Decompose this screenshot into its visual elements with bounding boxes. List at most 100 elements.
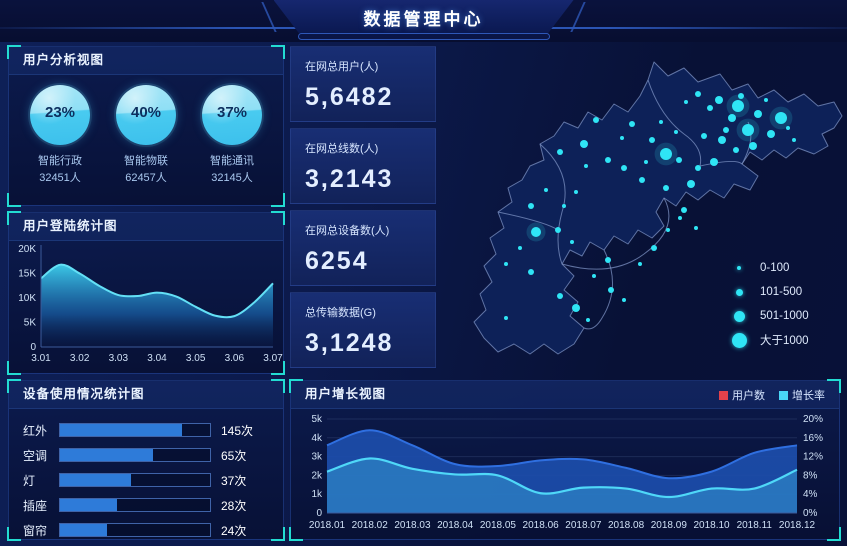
- map-dot: [732, 100, 744, 112]
- svg-text:4%: 4%: [803, 489, 818, 500]
- legend-item-users: 用户数: [719, 387, 765, 403]
- gauge-circle: 37%: [202, 85, 262, 145]
- svg-text:3.07: 3.07: [263, 353, 283, 364]
- map-dot: [660, 148, 672, 160]
- svg-text:4k: 4k: [311, 433, 323, 444]
- map-dot: [649, 137, 655, 143]
- map-dot: [687, 180, 695, 188]
- stat-value: 5,6482: [305, 83, 394, 111]
- map-dot: [742, 124, 754, 136]
- map-dot: [622, 298, 626, 302]
- map-dot: [694, 226, 698, 230]
- map-legend-label: 501-1000: [760, 310, 809, 322]
- gauge-label: 智能通讯 32145人: [210, 155, 254, 184]
- growth-rate-legend-label: 增长率: [792, 390, 825, 402]
- map-dot: [639, 177, 645, 183]
- device-bar-chart: 红外 145次 空调 65次灯 37次 插座 28次 窗帘 24次: [9, 409, 283, 539]
- stat-card: 在网总设备数(人) 6254: [290, 210, 436, 286]
- svg-text:20K: 20K: [18, 244, 36, 255]
- device-bar-label: 窗帘: [23, 523, 48, 538]
- panel-title-login-stats: 用户登陆统计图: [9, 213, 283, 241]
- map-dot: [605, 257, 611, 263]
- header-title-plate: 数据管理中心: [274, 0, 574, 34]
- map-legend-item: 大于1000: [731, 328, 809, 352]
- svg-text:2018.09: 2018.09: [651, 520, 688, 531]
- map-dot: [621, 165, 627, 171]
- device-bar-value: 28次: [221, 498, 247, 513]
- region-map: 0-100 101-500 501-1000 大于1000: [436, 42, 847, 376]
- map-legend-dot: [737, 266, 741, 270]
- map-scatter-dots: [504, 91, 796, 322]
- svg-text:2018.05: 2018.05: [480, 520, 517, 531]
- map-dot: [764, 98, 768, 102]
- svg-text:12%: 12%: [803, 452, 823, 463]
- device-bar-row: 窗帘 24次: [23, 521, 269, 539]
- svg-text:2018.02: 2018.02: [352, 520, 389, 531]
- stat-label: 在网总线数(人): [305, 143, 379, 155]
- device-bar-row: 空调 65次: [23, 446, 269, 464]
- map-dot: [733, 147, 739, 153]
- map-legend-dot-box: [733, 310, 754, 322]
- map-dot: [674, 130, 678, 134]
- map-dot: [580, 140, 588, 148]
- device-bar-track: [59, 498, 211, 512]
- map-legend-dot-box: [735, 288, 754, 296]
- stat-value: 3,1248: [305, 329, 394, 357]
- map-dot: [701, 133, 707, 139]
- svg-text:2018.10: 2018.10: [693, 520, 730, 531]
- device-bar-value: 145次: [221, 423, 254, 438]
- svg-text:2018.12: 2018.12: [779, 520, 816, 531]
- map-dot: [728, 114, 736, 122]
- device-bar-track: [59, 523, 211, 537]
- device-bar-fill: [60, 474, 131, 486]
- svg-text:0: 0: [316, 508, 322, 519]
- map-dot: [557, 293, 563, 299]
- map-dot: [666, 228, 670, 232]
- svg-text:10K: 10K: [18, 293, 36, 304]
- map-dot: [608, 287, 614, 293]
- map-dot: [695, 165, 701, 171]
- map-dot: [592, 274, 596, 278]
- map-dot: [775, 112, 787, 124]
- stat-card: 在网总线数(人) 3,2143: [290, 128, 436, 204]
- device-bar-label: 红外: [23, 423, 48, 438]
- gauge-percent: 40%: [130, 103, 162, 121]
- map-legend-item: 0-100: [736, 256, 809, 280]
- map-dot: [518, 246, 522, 250]
- map-dot: [684, 100, 688, 104]
- map-dot: [593, 117, 599, 123]
- map-dot: [651, 245, 657, 251]
- svg-text:3.03: 3.03: [109, 353, 129, 364]
- map-dot: [723, 127, 729, 133]
- device-bar-value: 24次: [221, 523, 247, 538]
- svg-text:2018.08: 2018.08: [608, 520, 645, 531]
- stat-card: 在网总用户(人) 5,6482: [290, 46, 436, 122]
- gauge-percent: 23%: [44, 103, 76, 121]
- svg-text:3.01: 3.01: [31, 353, 51, 364]
- svg-text:3.02: 3.02: [70, 353, 90, 364]
- svg-text:3.05: 3.05: [186, 353, 206, 364]
- svg-text:2018.06: 2018.06: [523, 520, 560, 531]
- map-dot: [676, 157, 682, 163]
- map-legend-dot-box: [731, 332, 754, 348]
- map-legend-dot-box: [736, 266, 754, 270]
- stat-label: 总传输数据(G): [305, 307, 376, 319]
- svg-text:3.06: 3.06: [225, 353, 245, 364]
- svg-text:2k: 2k: [311, 470, 323, 481]
- map-dot: [754, 110, 762, 118]
- svg-text:1k: 1k: [311, 489, 323, 500]
- svg-text:5K: 5K: [24, 318, 37, 329]
- map-dot: [555, 227, 561, 233]
- svg-text:0: 0: [30, 342, 36, 353]
- device-bar-track: [59, 423, 211, 437]
- stat-label: 在网总用户(人): [305, 61, 379, 73]
- map-dot: [544, 188, 548, 192]
- stat-value: 6254: [305, 247, 369, 275]
- device-bar-track: [59, 448, 211, 462]
- gauge-percent: 37%: [216, 103, 248, 121]
- device-bar-value: 65次: [221, 448, 247, 463]
- svg-text:3.04: 3.04: [147, 353, 167, 364]
- svg-text:2018.03: 2018.03: [394, 520, 431, 531]
- device-bar-fill: [60, 449, 153, 461]
- map-dot: [644, 160, 648, 164]
